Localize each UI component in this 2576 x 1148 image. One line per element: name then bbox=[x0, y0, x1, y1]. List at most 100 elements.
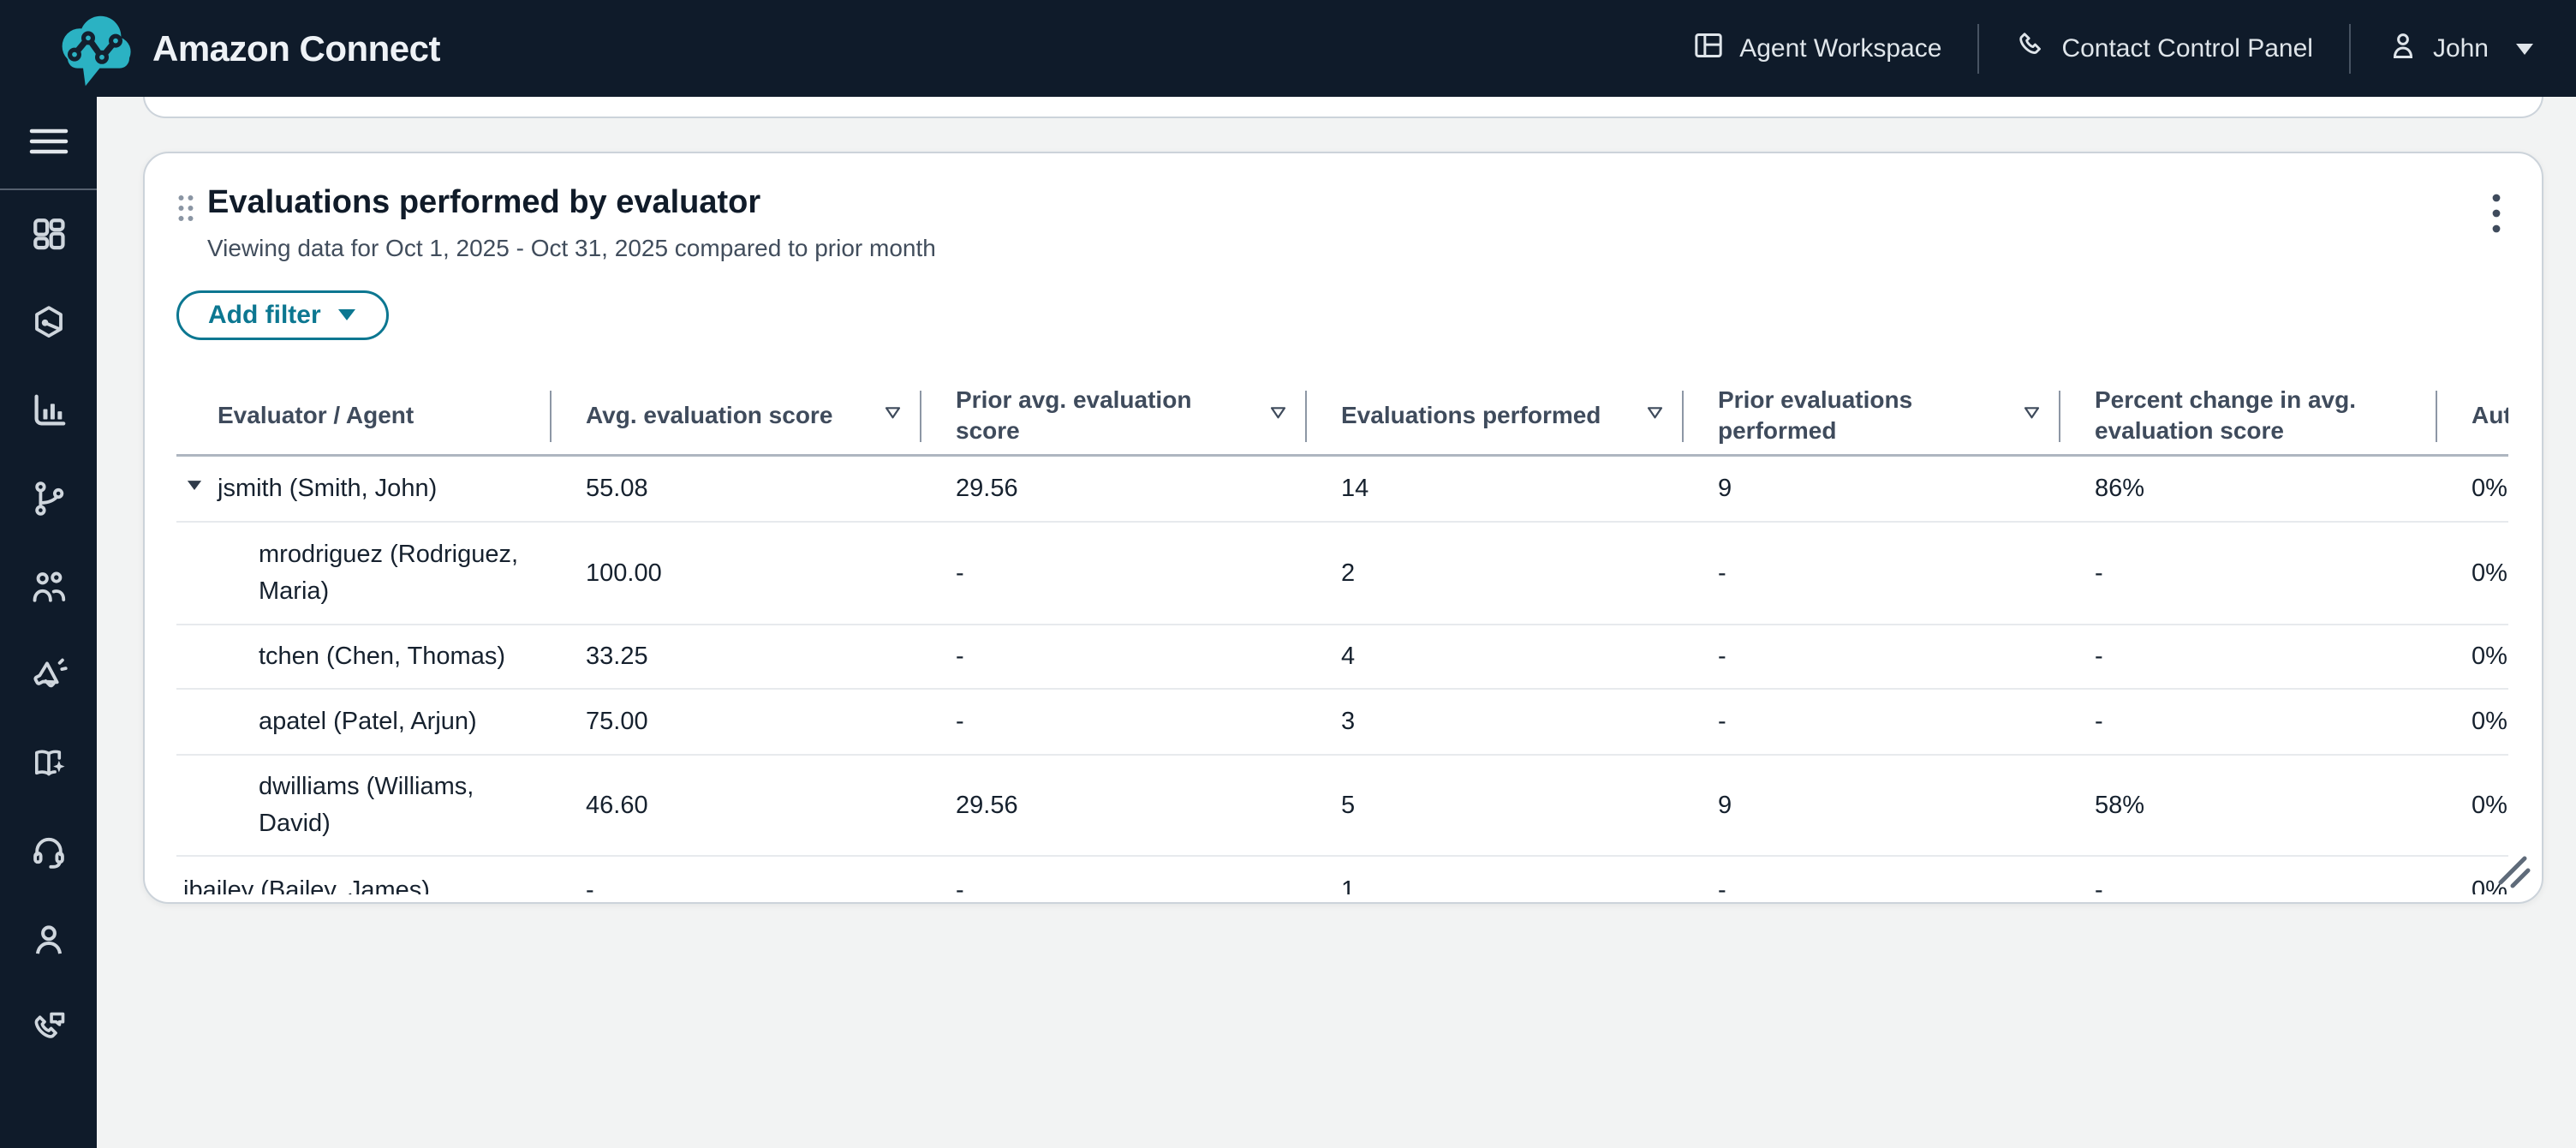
cell-aut: 0% bbox=[2436, 455, 2508, 523]
cell-aut: 0% bbox=[2436, 522, 2508, 625]
filter-icon[interactable] bbox=[1267, 400, 1290, 431]
agent-name: mrodriguez (Rodriguez, Maria) bbox=[259, 540, 519, 606]
column-header-aut-clipped: Aut bbox=[2436, 378, 2508, 457]
sidebar-item-metrics[interactable] bbox=[29, 391, 69, 430]
cell-evals: 1 bbox=[1341, 876, 1356, 894]
cell-prior-evals: 9 bbox=[1682, 455, 2059, 523]
sidebar-item-customer-profiles[interactable] bbox=[29, 920, 69, 960]
hexagon-node-icon bbox=[34, 306, 63, 338]
sidebar-divider bbox=[0, 188, 97, 190]
cell-evals: 5 bbox=[1305, 755, 1682, 857]
amazon-connect-logo-icon bbox=[50, 5, 140, 92]
hamburger-menu-icon[interactable] bbox=[28, 124, 69, 163]
nav-label: Contact Control Panel bbox=[2061, 33, 2313, 63]
table-row: tchen (Chen, Thomas) 33.25 - 4 - - 0% bbox=[176, 625, 2508, 690]
dashboard-grid-icon bbox=[33, 218, 65, 250]
cell-pct-change: 58% bbox=[2059, 755, 2436, 857]
sidebar-item-agent[interactable] bbox=[29, 832, 69, 871]
widget-title: Evaluations performed by evaluator bbox=[207, 184, 761, 220]
nav-divider bbox=[2348, 23, 2351, 74]
evaluations-widget-card: Evaluations performed by evaluator Viewi… bbox=[143, 152, 2543, 904]
cell-prior-avg: - bbox=[920, 625, 1305, 690]
filter-icon[interactable] bbox=[2020, 400, 2043, 431]
cell-evals: 3 bbox=[1305, 689, 1682, 756]
users-icon bbox=[33, 571, 65, 602]
resize-handle-icon[interactable] bbox=[2494, 852, 2533, 895]
evaluator-name: jbailey (Bailey, James) bbox=[183, 876, 430, 894]
cell-evals: 4 bbox=[1305, 625, 1682, 690]
sidebar-item-dashboard[interactable] bbox=[29, 214, 69, 254]
top-bar: Amazon Connect Agent Workspace Contact C… bbox=[0, 0, 2576, 97]
cell-pct-change: 86% bbox=[2059, 455, 2436, 523]
previous-widget-card-edge bbox=[143, 95, 2543, 118]
sidebar-item-routing[interactable] bbox=[29, 302, 69, 342]
cell-prior-avg: 29.56 bbox=[920, 755, 1305, 857]
sidebar-item-contact-history[interactable] bbox=[29, 1008, 69, 1048]
evaluations-table: Evaluator / Agent Avg. evaluation score … bbox=[176, 378, 2508, 894]
person-icon bbox=[2387, 29, 2419, 69]
filter-icon[interactable] bbox=[881, 400, 904, 431]
cell-prior-evals: - bbox=[1718, 876, 1726, 894]
brand: Amazon Connect bbox=[50, 5, 441, 92]
bar-chart-icon bbox=[34, 394, 65, 426]
cell-aut: 0% bbox=[2436, 625, 2508, 690]
user-name: John bbox=[2432, 33, 2489, 63]
top-nav: Agent Workspace Contact Control Panel Jo… bbox=[1655, 23, 2542, 74]
phone-icon bbox=[2015, 29, 2048, 69]
cell-prior-evals: 9 bbox=[1682, 755, 2059, 857]
cell-prior-avg: 29.56 bbox=[920, 455, 1305, 523]
expand-caret-icon[interactable] bbox=[183, 474, 206, 503]
cell-avg-score: 75.00 bbox=[550, 689, 920, 756]
user-menu[interactable]: John bbox=[2351, 29, 2542, 69]
cell-avg-score: - bbox=[586, 876, 594, 894]
cell-aut: 0% bbox=[2436, 755, 2508, 857]
cell-pct-change: - bbox=[2059, 522, 2436, 625]
workspace-icon bbox=[1691, 28, 1726, 69]
evaluator-name: jsmith (Smith, John) bbox=[218, 474, 438, 502]
sidebar-item-users[interactable] bbox=[29, 567, 69, 607]
table-row: apatel (Patel, Arjun) 75.00 - 3 - - 0% bbox=[176, 689, 2508, 756]
chevron-down-icon bbox=[2514, 34, 2535, 63]
phone-chat-icon bbox=[34, 1012, 64, 1038]
sidebar-item-knowledge[interactable] bbox=[29, 744, 69, 783]
column-header-evaluations-performed: Evaluations performed bbox=[1305, 378, 1682, 457]
sidebar-item-flows[interactable] bbox=[29, 479, 69, 518]
branch-flow-icon bbox=[34, 481, 63, 516]
cell-pct-change: - bbox=[2059, 625, 2436, 690]
nav-label: Agent Workspace bbox=[1739, 33, 1942, 63]
agent-name: apatel (Patel, Arjun) bbox=[259, 707, 477, 735]
cell-aut: 0% bbox=[2436, 689, 2508, 756]
cell-aut: 0% bbox=[2472, 876, 2507, 894]
cell-avg-score: 55.08 bbox=[550, 455, 920, 523]
cell-prior-avg: - bbox=[920, 689, 1305, 756]
caret-down-icon bbox=[337, 307, 357, 325]
add-filter-button[interactable]: Add filter bbox=[176, 290, 389, 340]
filter-icon[interactable] bbox=[1643, 400, 1667, 431]
brand-title: Amazon Connect bbox=[152, 27, 441, 69]
drag-handle-icon[interactable] bbox=[176, 193, 195, 228]
cell-avg-score: 46.60 bbox=[550, 755, 920, 857]
nav-contact-control-panel[interactable]: Contact Control Panel bbox=[1979, 29, 2349, 69]
nav-divider bbox=[1977, 23, 1980, 74]
agent-name: tchen (Chen, Thomas) bbox=[259, 642, 505, 670]
book-sparkle-icon bbox=[34, 750, 65, 776]
column-header-prior-evaluations-performed: Prior evaluations performed bbox=[1682, 378, 2059, 457]
cell-prior-evals: - bbox=[1682, 625, 2059, 690]
table-row-clipped: jbailey (Bailey, James) - - 1 - - 0% bbox=[176, 856, 2508, 894]
sidebar-item-campaigns[interactable] bbox=[29, 655, 69, 695]
add-filter-label: Add filter bbox=[208, 301, 321, 329]
column-header-evaluator-agent: Evaluator / Agent bbox=[176, 378, 550, 457]
column-header-avg-evaluation-score: Avg. evaluation score bbox=[550, 378, 920, 457]
megaphone-icon bbox=[33, 658, 68, 688]
agent-name: dwilliams (Williams, David) bbox=[259, 772, 474, 838]
table-row: mrodriguez (Rodriguez, Maria) 100.00 - 2… bbox=[176, 522, 2508, 625]
headset-icon bbox=[33, 837, 64, 869]
nav-agent-workspace[interactable]: Agent Workspace bbox=[1655, 28, 1977, 69]
cell-prior-evals: - bbox=[1682, 522, 2059, 625]
widget-subtitle: Viewing data for Oct 1, 2025 - Oct 31, 2… bbox=[207, 235, 936, 261]
cell-prior-avg: - bbox=[956, 876, 964, 894]
cell-avg-score: 100.00 bbox=[550, 522, 920, 625]
cell-avg-score: 33.25 bbox=[550, 625, 920, 690]
kebab-menu-icon[interactable] bbox=[2485, 186, 2507, 245]
column-header-prior-avg-evaluation-score: Prior avg. evaluation score bbox=[920, 378, 1305, 457]
